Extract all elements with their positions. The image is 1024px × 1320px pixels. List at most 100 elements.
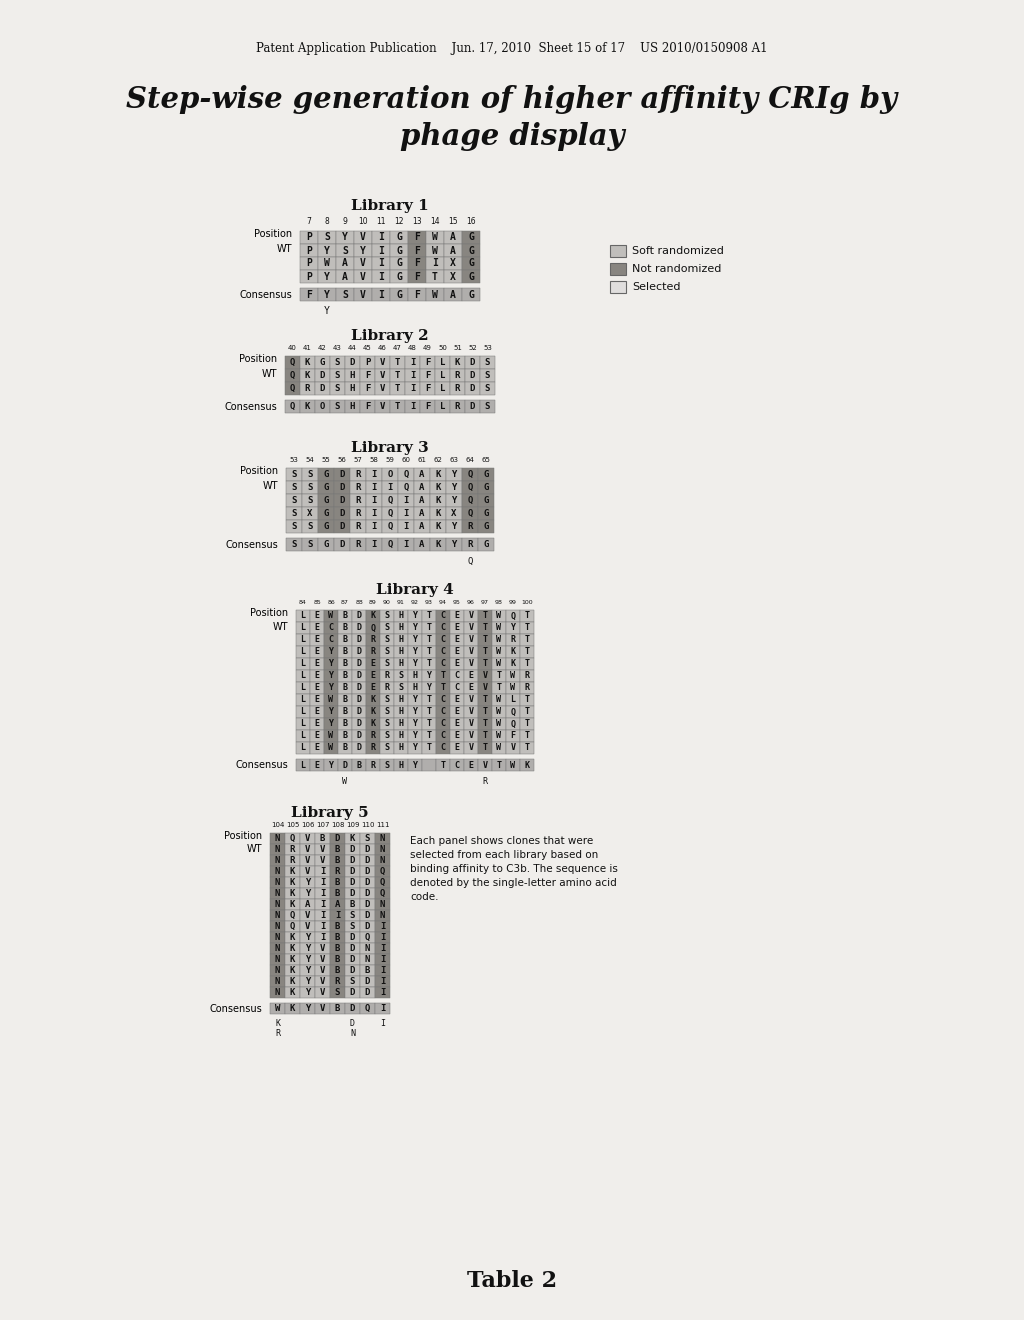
FancyBboxPatch shape [285,942,300,954]
Text: E: E [314,635,319,644]
FancyBboxPatch shape [354,271,372,282]
Text: L: L [300,611,305,620]
FancyBboxPatch shape [478,469,494,480]
Text: H: H [398,719,403,729]
FancyBboxPatch shape [330,932,345,942]
Text: Q: Q [290,371,295,380]
Text: C: C [440,708,445,717]
FancyBboxPatch shape [506,694,520,706]
FancyBboxPatch shape [446,494,462,507]
Text: H: H [398,731,403,741]
Text: A: A [419,540,425,549]
Text: V: V [319,954,326,964]
Text: R: R [335,977,340,986]
Text: E: E [455,660,460,668]
Text: 12: 12 [394,216,403,226]
Text: Y: Y [324,272,330,281]
Text: S: S [384,611,389,620]
FancyBboxPatch shape [492,694,506,706]
Text: Y: Y [305,933,310,942]
FancyBboxPatch shape [492,742,506,754]
Text: K: K [350,834,355,843]
Text: Y: Y [413,760,418,770]
Text: I: I [380,977,385,986]
FancyBboxPatch shape [354,257,372,271]
Text: Library 2: Library 2 [351,329,429,343]
Text: 15: 15 [449,216,458,226]
FancyBboxPatch shape [315,975,330,987]
FancyBboxPatch shape [300,400,315,413]
Text: 97: 97 [481,601,489,605]
Text: S: S [384,719,389,729]
FancyBboxPatch shape [338,645,352,657]
FancyBboxPatch shape [360,921,375,932]
FancyBboxPatch shape [408,634,422,645]
FancyBboxPatch shape [345,888,360,899]
Text: G: G [324,521,329,531]
FancyBboxPatch shape [360,356,375,370]
Text: 104: 104 [270,822,285,828]
Text: E: E [455,623,460,632]
FancyBboxPatch shape [270,843,285,855]
Text: W: W [342,776,347,785]
Text: E: E [314,684,319,693]
Text: S: S [291,483,297,492]
FancyBboxPatch shape [444,271,462,282]
Text: G: G [468,232,474,243]
FancyBboxPatch shape [285,899,300,909]
Text: E: E [455,708,460,717]
Text: G: G [396,232,402,243]
Text: H: H [398,760,403,770]
Text: I: I [378,289,384,300]
Text: D: D [356,623,361,632]
Text: H: H [398,623,403,632]
Text: B: B [356,760,361,770]
Text: Step-wise generation of higher affinity CRIg by: Step-wise generation of higher affinity … [127,84,897,114]
Text: N: N [274,834,281,843]
FancyBboxPatch shape [462,257,480,271]
Text: 61: 61 [418,457,427,463]
Text: N: N [274,867,281,876]
FancyBboxPatch shape [398,494,414,507]
FancyBboxPatch shape [315,381,330,395]
FancyBboxPatch shape [285,932,300,942]
Text: E: E [314,623,319,632]
Text: WT: WT [272,622,288,632]
FancyBboxPatch shape [315,400,330,413]
Text: K: K [435,483,440,492]
Text: V: V [469,743,473,752]
FancyBboxPatch shape [310,694,324,706]
Text: Q: Q [403,470,409,479]
Text: Q: Q [365,933,371,942]
Text: K: K [290,900,295,909]
FancyBboxPatch shape [352,657,366,671]
FancyBboxPatch shape [300,954,315,965]
FancyBboxPatch shape [296,622,310,634]
Text: T: T [482,696,487,705]
FancyBboxPatch shape [492,610,506,622]
FancyBboxPatch shape [450,671,464,682]
Text: E: E [455,648,460,656]
FancyBboxPatch shape [372,288,390,301]
FancyBboxPatch shape [310,671,324,682]
Text: L: L [300,760,305,770]
Text: S: S [342,246,348,256]
Text: I: I [372,540,377,549]
Text: 60: 60 [401,457,411,463]
FancyBboxPatch shape [450,718,464,730]
FancyBboxPatch shape [310,634,324,645]
FancyBboxPatch shape [450,742,464,754]
FancyBboxPatch shape [334,494,350,507]
Text: S: S [335,384,340,393]
Text: T: T [497,760,502,770]
Text: 43: 43 [333,345,342,351]
Text: E: E [314,696,319,705]
Text: Q: Q [511,708,515,717]
Text: B: B [342,696,347,705]
FancyBboxPatch shape [324,671,338,682]
FancyBboxPatch shape [375,866,390,876]
FancyBboxPatch shape [480,381,495,395]
Text: V: V [380,371,385,380]
Text: Y: Y [413,743,418,752]
Text: E: E [314,660,319,668]
